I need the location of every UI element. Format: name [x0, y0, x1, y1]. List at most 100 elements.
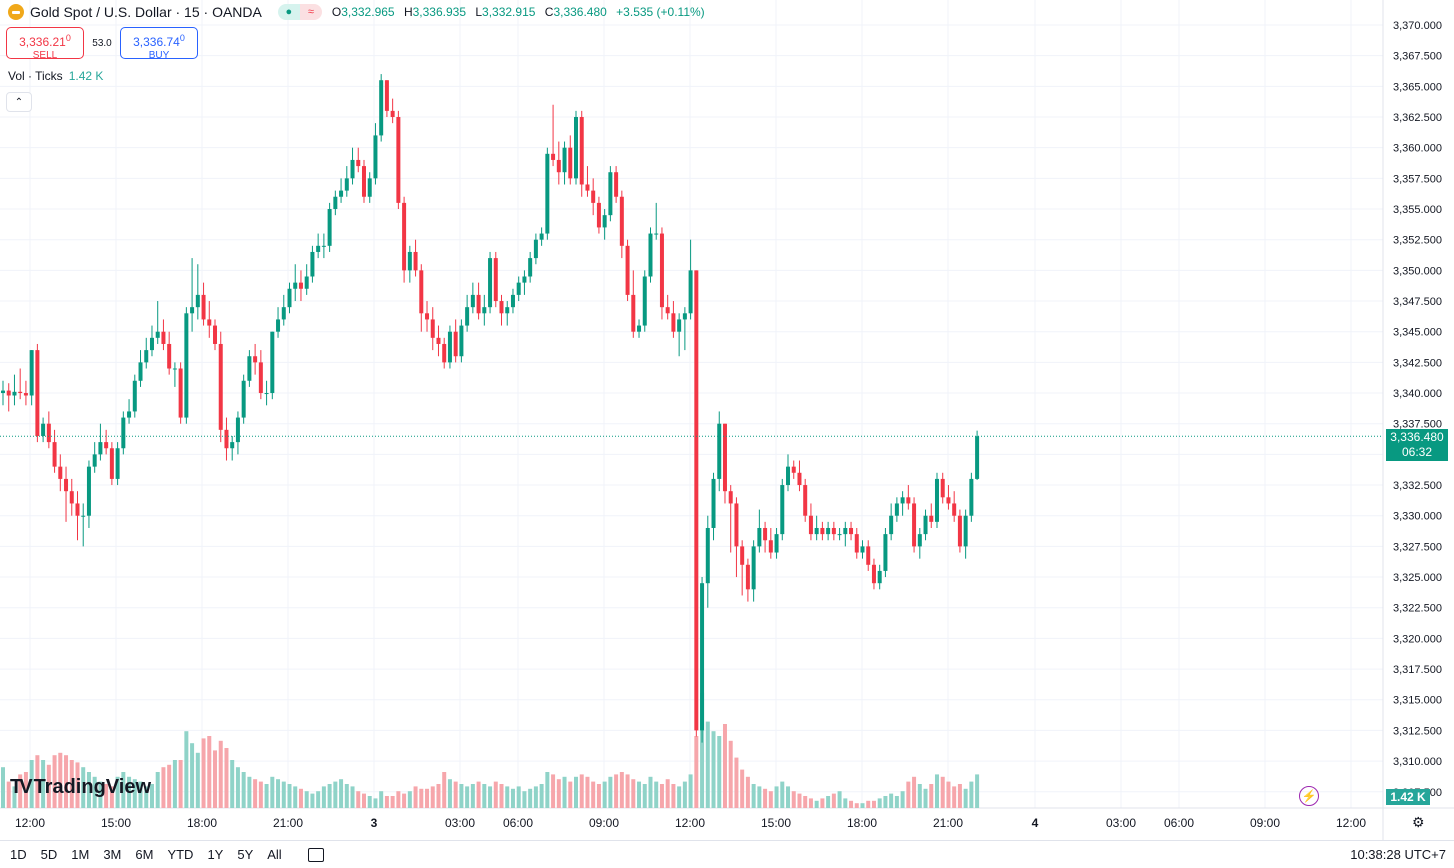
volume-bar — [178, 760, 183, 808]
volume-bar — [791, 791, 796, 808]
candle-body — [837, 534, 842, 536]
volume-bar — [740, 769, 745, 808]
candle-body — [465, 307, 470, 326]
volume-bar — [734, 757, 739, 808]
x-tick-label: 06:00 — [503, 816, 533, 830]
volume-bar — [430, 786, 435, 808]
volume-bar — [665, 779, 670, 808]
price-chart[interactable]: 3,370.000 3,367.500 3,365.000 3,362.500 3,36… — [0, 0, 1454, 840]
high-label: H — [403, 5, 413, 19]
candle-body — [298, 282, 303, 289]
candle-body — [556, 159, 561, 173]
candle-body — [213, 325, 218, 344]
candle-body — [596, 202, 601, 228]
volume-bar — [52, 755, 57, 808]
volume-bar — [591, 781, 596, 808]
lightning-icon[interactable]: ⚡ — [1299, 786, 1319, 806]
collapse-legend-button[interactable]: ⌃ — [6, 92, 32, 112]
candle-body — [648, 233, 653, 277]
volume-bar — [138, 781, 143, 808]
chevron-up-icon: ⌃ — [14, 96, 24, 108]
candle-body — [253, 356, 258, 363]
candle-body — [539, 233, 544, 240]
volume-bar — [522, 791, 527, 808]
range-3m-button[interactable]: 3M — [103, 847, 122, 862]
candle-body — [190, 307, 195, 314]
volume-bar — [946, 781, 951, 808]
close-label: C — [544, 5, 554, 19]
volume-bar — [258, 781, 263, 808]
x-tick-label: 4 — [1032, 816, 1039, 830]
candle-body — [172, 368, 177, 370]
volume-legend-value: 1.42 K — [68, 69, 104, 83]
candle-body — [167, 343, 172, 369]
candle-body — [568, 147, 573, 179]
range-6m-button[interactable]: 6M — [135, 847, 154, 862]
candle-body — [92, 454, 97, 467]
gold-coin-icon — [8, 4, 24, 20]
candle-body — [104, 442, 109, 449]
volume-bar — [963, 788, 968, 808]
candle-body — [247, 356, 252, 381]
volume-bar — [144, 786, 149, 808]
volume-bar — [602, 781, 607, 808]
clock-readout[interactable]: 10:38:28 UTC+7 — [1350, 847, 1446, 862]
y-tick-label: 3,357.500 — [1393, 173, 1442, 185]
candle-body — [18, 391, 23, 394]
range-5y-button[interactable]: 5Y — [237, 847, 254, 862]
candle-body — [64, 478, 69, 492]
volume-legend[interactable]: Vol · Ticks 1.42 K — [8, 69, 103, 83]
volume-bar — [172, 760, 177, 808]
volume-bar — [952, 786, 957, 808]
volume-bar — [837, 791, 842, 808]
candle-body — [682, 313, 687, 320]
volume-bar — [923, 788, 928, 808]
symbol-legend: Gold Spot / U.S. Dollar · 15 · OANDA ● ≈… — [8, 2, 711, 22]
volume-bar — [379, 791, 384, 808]
candle-body — [969, 478, 974, 516]
volume-bar — [407, 791, 412, 808]
volume-bar — [659, 784, 664, 808]
logo-text: TradingView — [33, 776, 152, 798]
calendar-icon[interactable] — [307, 847, 324, 862]
volume-bar — [929, 784, 934, 808]
volume-bar — [287, 784, 292, 808]
volume-bar — [596, 784, 601, 808]
candle-body — [625, 245, 630, 295]
y-tick-label: 3,325.000 — [1393, 572, 1442, 584]
candle-body — [264, 393, 269, 395]
volume-bar — [453, 781, 458, 808]
tradingview-logo[interactable]: TV TradingView — [10, 776, 151, 799]
market-status-pill[interactable]: ● ≈ — [277, 4, 322, 20]
volume-bar — [270, 776, 275, 808]
range-1y-button[interactable]: 1Y — [207, 847, 224, 862]
range-all-button[interactable]: All — [267, 847, 282, 862]
gear-icon[interactable]: ⚙ — [1412, 814, 1425, 830]
sell-button[interactable]: 3,336.210 SELL — [6, 27, 84, 61]
candle-body — [757, 527, 762, 547]
volume-bar — [373, 798, 378, 808]
candle-body — [952, 503, 957, 516]
candle-body — [849, 527, 854, 535]
buy-button[interactable]: 3,336.740 BUY — [120, 27, 198, 61]
volume-bar — [917, 784, 922, 808]
range-ytd-button[interactable]: YTD — [167, 847, 194, 862]
volume-bar — [545, 772, 550, 808]
candle-body — [293, 282, 298, 289]
sell-price-sup: 0 — [65, 33, 71, 43]
candle-body — [321, 245, 326, 247]
candle-body — [774, 534, 779, 553]
candle-body — [619, 196, 624, 246]
candle-body — [860, 546, 865, 553]
range-1m-button[interactable]: 1M — [71, 847, 90, 862]
candle-body — [711, 478, 716, 528]
volume-bar — [442, 772, 447, 808]
low-label: L — [475, 5, 483, 19]
volume-bar — [843, 798, 848, 808]
range-1d-button[interactable]: 1D — [10, 847, 27, 862]
symbol-title[interactable]: Gold Spot / U.S. Dollar · 15 · OANDA — [30, 4, 262, 20]
candle-body — [694, 270, 699, 731]
range-5d-button[interactable]: 5D — [40, 847, 58, 862]
y-tick-label: 3,347.500 — [1393, 296, 1442, 308]
candle-body — [155, 331, 160, 338]
